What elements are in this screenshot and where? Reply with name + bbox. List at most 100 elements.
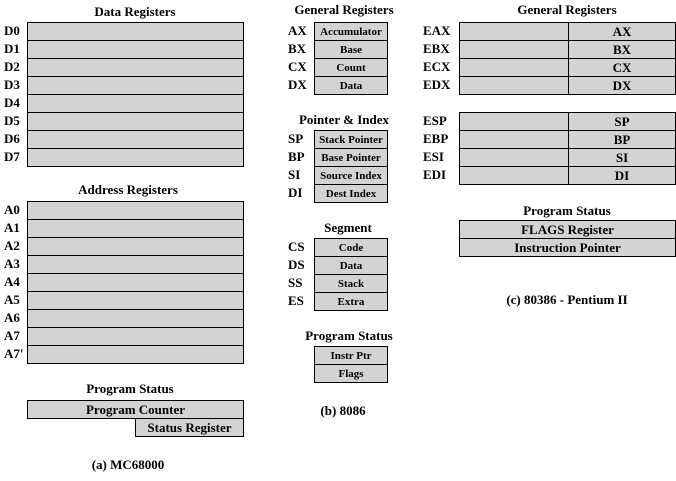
register-label: A7 (4, 328, 20, 343)
register-label: A1 (4, 220, 20, 235)
high-half-box (459, 58, 569, 77)
data-register-box (27, 22, 244, 41)
address-register-box (27, 219, 244, 238)
low-half-box: SI (568, 148, 676, 167)
register-label: SS (288, 275, 303, 290)
pointer-register-box: Stack Pointer (314, 130, 388, 149)
high-half-box (459, 130, 569, 149)
address-register-box (27, 291, 244, 310)
low-half-box: CX (568, 58, 676, 77)
register-label: DX (288, 77, 307, 92)
register-label: EAX (423, 23, 451, 38)
program-status-title-8086: Program Status (305, 328, 393, 343)
register-label: SP (288, 131, 304, 146)
high-half-box (459, 76, 569, 95)
register-label: D0 (4, 23, 20, 38)
high-half-box (459, 22, 569, 41)
high-half-box (459, 166, 569, 185)
address-register-box (27, 201, 244, 220)
register-label: CX (288, 59, 307, 74)
low-half-box: SP (568, 112, 676, 131)
data-registers-title: Data Registers (94, 4, 176, 19)
address-register-box (27, 255, 244, 274)
program-status-title-80386: Program Status (523, 203, 611, 218)
status-register-box: Instr Ptr (314, 346, 388, 365)
register-label: CS (288, 239, 305, 254)
high-half-box (459, 148, 569, 167)
program-counter-box: Program Counter (27, 400, 244, 419)
register-label: D3 (4, 77, 20, 92)
register-label: D2 (4, 59, 20, 74)
address-register-box (27, 273, 244, 292)
register-label: ES (288, 293, 304, 308)
address-register-box (27, 237, 244, 256)
status-register-box: Instruction Pointer (459, 238, 676, 257)
low-half-box: BP (568, 130, 676, 149)
register-label: D5 (4, 113, 20, 128)
register-label: A0 (4, 202, 20, 217)
data-register-box (27, 112, 244, 131)
pointer-register-box: Source Index (314, 166, 388, 185)
data-register-box (27, 130, 244, 149)
general-register-box: Base (314, 40, 388, 59)
general-register-box: Count (314, 58, 388, 77)
caption-8086: (b) 8086 (320, 403, 366, 418)
register-label: EDI (423, 167, 447, 182)
status-register-box: Flags (314, 364, 388, 383)
register-label: A4 (4, 274, 20, 289)
general-registers-title-8086: General Registers (294, 2, 394, 17)
register-label: D6 (4, 131, 20, 146)
register-label: D4 (4, 95, 20, 110)
register-label: EDX (423, 77, 451, 92)
register-label: D7 (4, 149, 20, 164)
segment-register-box: Extra (314, 292, 388, 311)
low-half-box: DI (568, 166, 676, 185)
status-register-box: Status Register (135, 418, 244, 437)
pointer-index-title: Pointer & Index (298, 112, 390, 127)
low-half-box: DX (568, 76, 676, 95)
pointer-register-box: Base Pointer (314, 148, 388, 167)
address-register-box (27, 309, 244, 328)
register-label: A6 (4, 310, 20, 325)
register-label: BP (288, 149, 305, 164)
general-registers-title-80386: General Registers (517, 2, 617, 17)
register-label: A7' (4, 346, 24, 361)
general-register-box: Accumulator (314, 22, 388, 41)
register-label: DS (288, 257, 305, 272)
pointer-register-box: Dest Index (314, 184, 388, 203)
segment-register-box: Code (314, 238, 388, 257)
register-label: EBP (423, 131, 449, 146)
register-label: A2 (4, 238, 20, 253)
data-register-box (27, 40, 244, 59)
caption-80386: (c) 80386 - Pentium II (506, 292, 628, 307)
low-half-box: BX (568, 40, 676, 59)
register-label: A5 (4, 292, 20, 307)
caption-mc68000: (a) MC68000 (91, 457, 165, 472)
register-label: A3 (4, 256, 20, 271)
register-label: SI (288, 167, 301, 182)
general-register-box: Data (314, 76, 388, 95)
register-label: EBX (423, 41, 450, 56)
register-label: ECX (423, 59, 451, 74)
register-label: D1 (4, 41, 20, 56)
address-registers-title: Address Registers (78, 182, 178, 197)
status-register-box: FLAGS Register (459, 220, 676, 239)
data-register-box (27, 94, 244, 113)
segment-title: Segment (324, 220, 372, 235)
address-register-box (27, 327, 244, 346)
segment-register-box: Stack (314, 274, 388, 293)
data-register-box (27, 58, 244, 77)
register-label: AX (288, 23, 307, 38)
register-label: DI (288, 185, 303, 200)
data-register-box (27, 148, 244, 167)
high-half-box (459, 112, 569, 131)
register-label: ESP (423, 113, 447, 128)
data-register-box (27, 76, 244, 95)
register-label: ESI (423, 149, 444, 164)
register-label: BX (288, 41, 307, 56)
high-half-box (459, 40, 569, 59)
segment-register-box: Data (314, 256, 388, 275)
low-half-box: AX (568, 22, 676, 41)
address-register-box (27, 345, 244, 364)
